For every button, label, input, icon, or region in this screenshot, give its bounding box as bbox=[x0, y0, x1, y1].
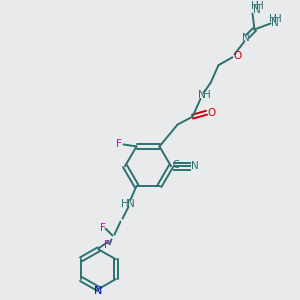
Text: F: F bbox=[100, 223, 105, 232]
Text: O: O bbox=[207, 108, 216, 118]
Text: F: F bbox=[103, 240, 109, 250]
Text: C: C bbox=[172, 160, 179, 170]
Text: N: N bbox=[242, 33, 249, 43]
Text: N: N bbox=[253, 4, 260, 15]
Text: H: H bbox=[250, 1, 258, 11]
Text: H: H bbox=[202, 90, 210, 100]
Text: F: F bbox=[116, 140, 122, 149]
Text: N: N bbox=[198, 90, 206, 100]
Text: H: H bbox=[274, 14, 281, 24]
Text: O: O bbox=[233, 51, 242, 61]
Text: H: H bbox=[121, 199, 128, 209]
Text: N: N bbox=[94, 286, 103, 296]
Text: H: H bbox=[256, 1, 263, 11]
Text: N: N bbox=[191, 161, 199, 171]
Text: N: N bbox=[271, 17, 278, 28]
Text: H: H bbox=[268, 14, 276, 24]
Text: N: N bbox=[127, 199, 134, 209]
